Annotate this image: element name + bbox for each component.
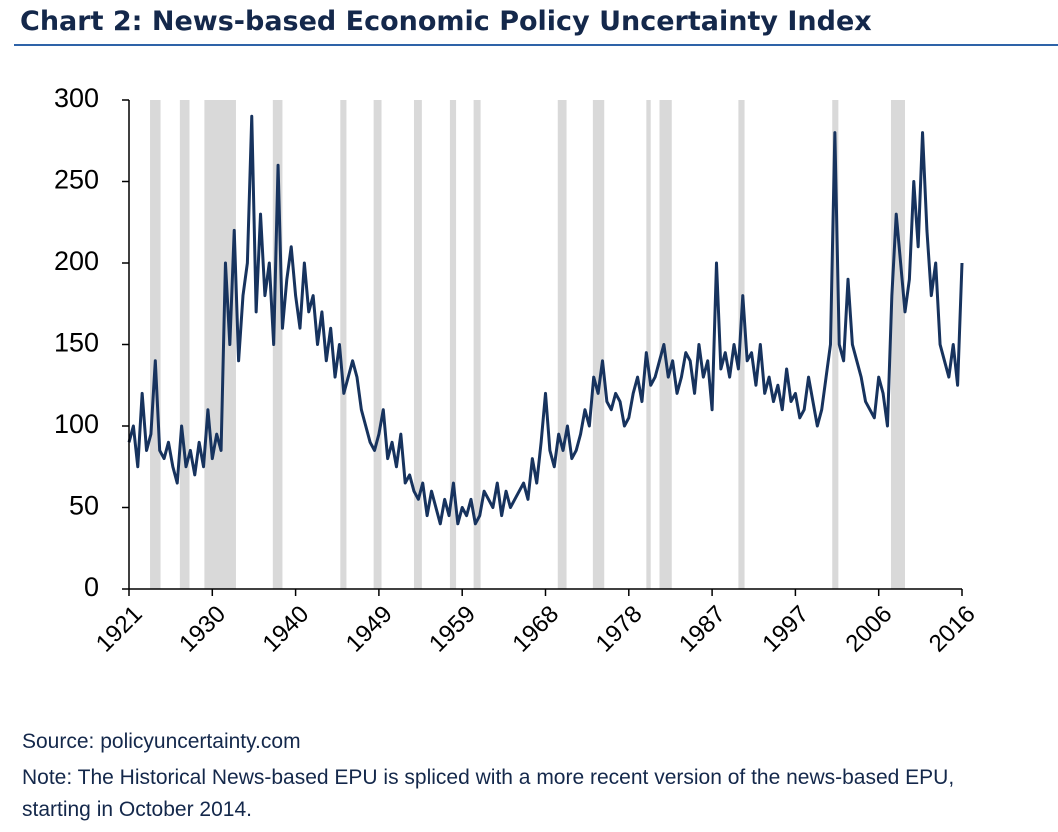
recession-band xyxy=(473,100,481,589)
recession-band xyxy=(449,100,457,589)
recession-band xyxy=(373,100,382,589)
chart-title: Chart 2: News-based Economic Policy Unce… xyxy=(20,6,872,37)
x-tick-label: 1959 xyxy=(424,601,481,658)
y-tick-label: 0 xyxy=(84,572,99,602)
y-tick-label: 50 xyxy=(69,491,99,521)
x-tick-label: 2006 xyxy=(841,601,898,658)
recession-band xyxy=(832,100,839,589)
epu-line xyxy=(127,114,964,526)
shading-layer xyxy=(150,100,906,589)
recession-band xyxy=(179,100,190,589)
x-tick-label: 1921 xyxy=(91,601,148,658)
recession-band xyxy=(890,100,906,589)
source: Source: policyuncertainty.com xyxy=(22,730,301,753)
recession-band xyxy=(659,100,672,589)
y-tick-label: 300 xyxy=(54,83,99,113)
recession-band xyxy=(150,100,161,589)
recession-band xyxy=(738,100,745,589)
y-tick-label: 100 xyxy=(54,409,99,439)
recession-band xyxy=(413,100,422,589)
note-line: Note: The Historical News-based EPU is s… xyxy=(22,766,955,789)
x-tick-label: 1930 xyxy=(174,601,231,658)
x-tick-label: 1968 xyxy=(507,601,564,658)
y-tick-label: 150 xyxy=(54,328,99,358)
note-line: starting in October 2014. xyxy=(22,798,252,821)
recession-band xyxy=(557,100,567,589)
x-tick-label: 1997 xyxy=(757,601,814,658)
recession-band xyxy=(646,100,651,589)
x-tick-label: 1940 xyxy=(257,601,314,658)
recession-band xyxy=(592,100,605,589)
recession-band xyxy=(272,100,283,589)
y-tick-label: 250 xyxy=(54,165,99,195)
x-tick-label: 1987 xyxy=(674,601,731,658)
chart: Chart 2: News-based Economic Policy Unce… xyxy=(14,6,1058,658)
x-tick-label: 2016 xyxy=(924,601,981,658)
plot-layer xyxy=(127,114,964,526)
y-tick-label: 200 xyxy=(54,246,99,276)
x-tick-label: 1978 xyxy=(591,601,648,658)
x-tick-label: 1949 xyxy=(341,601,398,658)
recession-band xyxy=(340,100,347,589)
